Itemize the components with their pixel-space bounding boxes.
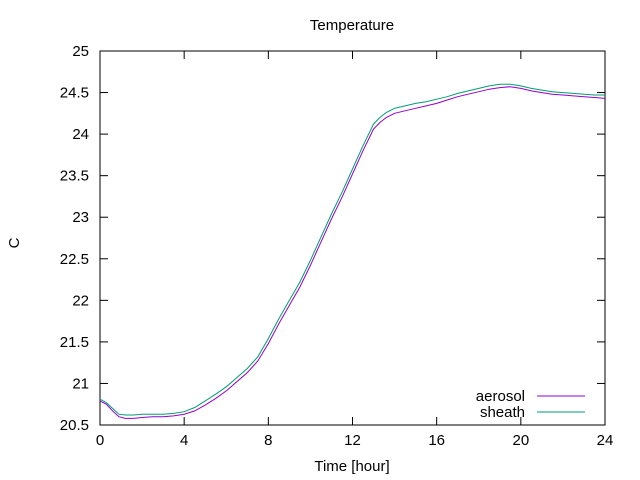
axis-ticks xyxy=(99,50,606,426)
x-tick-label: 16 xyxy=(428,432,445,449)
y-tick-label: 24 xyxy=(72,126,89,143)
legend-label-sheath: sheath xyxy=(480,404,525,421)
x-tick-label: 8 xyxy=(264,432,272,449)
legend-label-aerosol: aerosol xyxy=(476,388,525,405)
y-tick-label: 24.5 xyxy=(60,85,89,102)
series-lines xyxy=(99,83,606,419)
y-tick-label: 22.5 xyxy=(60,251,89,268)
plot-frame xyxy=(99,50,606,426)
x-tick-label: 0 xyxy=(96,432,104,449)
y-tick-labels: 20.5 21 21.5 22 22.5 23 23.5 24 24.5 25 xyxy=(60,43,89,434)
x-axis-label: Time [hour] xyxy=(314,458,389,475)
x-tick-label: 20 xyxy=(512,432,529,449)
y-tick-label: 23 xyxy=(72,209,89,226)
x-tick-label: 24 xyxy=(597,432,614,449)
y-tick-label: 22 xyxy=(72,292,89,309)
y-tick-label: 20.5 xyxy=(60,417,89,434)
series-line-aerosol xyxy=(99,86,606,419)
y-tick-label: 23.5 xyxy=(60,168,89,185)
x-tick-label: 12 xyxy=(344,432,361,449)
y-axis-label: C xyxy=(6,237,23,248)
series-line-sheath xyxy=(99,83,605,416)
y-tick-label: 21.5 xyxy=(60,334,89,351)
y-tick-label: 25 xyxy=(72,43,89,60)
chart-title: Temperature xyxy=(310,17,394,34)
x-tick-label: 4 xyxy=(180,432,188,449)
x-tick-labels: 0 4 8 12 16 20 24 xyxy=(96,432,614,449)
y-tick-label: 21 xyxy=(72,375,89,392)
